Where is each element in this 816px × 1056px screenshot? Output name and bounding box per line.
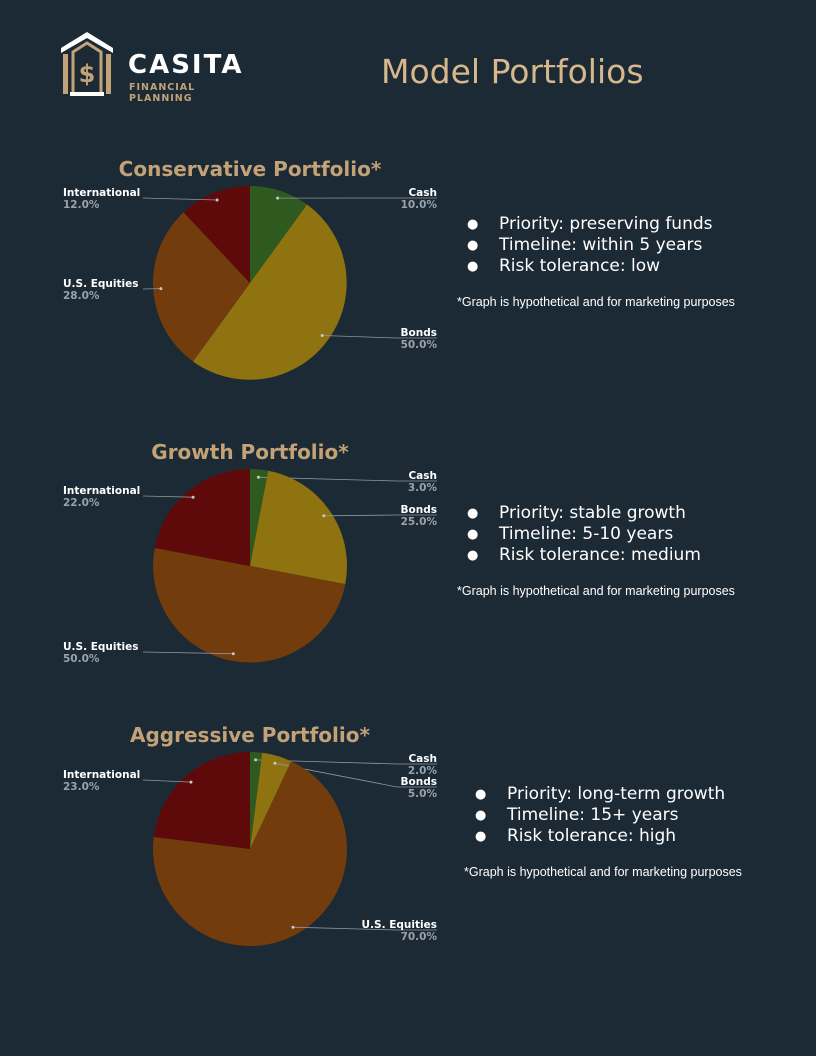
bullet-item: Priority: long-term growth: [473, 784, 725, 805]
disclaimer-text: *Graph is hypothetical and for marketing…: [457, 295, 735, 309]
bullet-item: Timeline: within 5 years: [465, 235, 713, 256]
conservative-chart: Conservative Portfolio* Cash 10.0% Bonds 50.…: [0, 150, 460, 400]
slice-label-bonds: Bonds: [401, 776, 437, 788]
pie-slice-international: [154, 469, 250, 566]
slice-value-cash: 3.0%: [408, 482, 438, 494]
aggressive-bullets: Priority: long-term growth Timeline: 15+…: [473, 784, 725, 847]
bullet-item: Priority: preserving funds: [465, 214, 713, 235]
slice-value-u-s-equities: 70.0%: [401, 931, 438, 943]
bullet-item: Risk tolerance: low: [465, 256, 713, 277]
conservative-bullets: Priority: preserving funds Timeline: wit…: [465, 214, 713, 277]
leader-dot: [191, 495, 195, 499]
leader-dot: [254, 758, 258, 762]
leader-dot: [273, 761, 277, 765]
slice-label-cash: Cash: [408, 187, 437, 199]
leader-line: [274, 762, 437, 788]
leader-dot: [291, 925, 295, 929]
leader-dot: [231, 652, 235, 656]
pie-slice-cash: [250, 186, 308, 283]
leader-line: [258, 476, 437, 482]
leader-line: [142, 495, 194, 498]
slice-value-cash: 2.0%: [408, 765, 438, 777]
leader-line: [142, 197, 218, 201]
slice-value-u-s-equities: 28.0%: [63, 290, 100, 302]
slice-label-international: International: [63, 485, 140, 497]
slice-label-u-s-equities: U.S. Equities: [362, 919, 437, 931]
slice-value-bonds: 50.0%: [401, 339, 438, 351]
slice-label-bonds: Bonds: [401, 504, 437, 516]
bullet-item: Risk tolerance: high: [473, 826, 725, 847]
chart-title: Conservative Portfolio*: [119, 157, 382, 181]
disclaimer-text: *Graph is hypothetical and for marketing…: [464, 865, 742, 879]
slice-label-u-s-equities: U.S. Equities: [63, 278, 138, 290]
pie-slice-bonds: [192, 204, 347, 380]
bullet-item: Timeline: 15+ years: [473, 805, 725, 826]
aggressive-chart: Aggressive Portfolio* Cash 2.0% Bonds 5.0% U.…: [0, 716, 460, 966]
slice-value-international: 22.0%: [63, 497, 100, 509]
slice-label-cash: Cash: [408, 753, 437, 765]
leader-line: [322, 335, 437, 339]
leader-dot: [159, 287, 163, 291]
pie-slice-cash: [250, 752, 263, 849]
leader-line: [255, 759, 437, 765]
pie-slice-u-s-equities: [153, 547, 346, 663]
bullet-item: Priority: stable growth: [465, 503, 701, 524]
leader-dot: [320, 334, 324, 337]
slice-label-international: International: [63, 187, 140, 199]
brand-tagline: FINANCIAL PLANNING: [129, 82, 196, 104]
leader-line: [142, 779, 192, 783]
slice-value-u-s-equities: 50.0%: [63, 653, 100, 665]
slice-value-bonds: 25.0%: [401, 516, 438, 528]
growth-chart: Growth Portfolio* Cash 3.0% Bonds 25.0% U.S. …: [0, 433, 460, 683]
bullet-item: Timeline: 5-10 years: [465, 524, 701, 545]
chart-title: Growth Portfolio*: [151, 440, 349, 464]
leader-dot: [276, 196, 280, 200]
disclaimer-text: *Graph is hypothetical and for marketing…: [457, 584, 735, 598]
pie-slice-international: [153, 752, 250, 849]
svg-text:$: $: [79, 60, 96, 88]
growth-bullets: Priority: stable growth Timeline: 5-10 y…: [465, 503, 701, 566]
leader-line: [142, 651, 234, 655]
slice-label-bonds: Bonds: [401, 327, 437, 339]
slice-value-cash: 10.0%: [401, 199, 438, 211]
brand-name: CASITA: [128, 50, 244, 80]
pie-slice-bonds: [250, 470, 347, 585]
house-dollar-icon: $: [61, 32, 113, 96]
leader-dot: [189, 780, 193, 784]
leader-dot: [322, 514, 326, 518]
casita-logo: $ CASITA FINANCIAL PLANNING: [60, 30, 260, 104]
pie-slice-bonds: [250, 752, 292, 849]
slice-value-international: 23.0%: [63, 781, 100, 793]
pie-slice-u-s-equities: [152, 761, 347, 946]
leader-line: [292, 926, 437, 931]
slice-label-cash: Cash: [408, 470, 437, 482]
pie-slice-u-s-equities: [153, 212, 250, 362]
leader-dot: [215, 198, 219, 202]
leader-dot: [256, 475, 260, 479]
leader-line: [323, 514, 437, 517]
chart-title: Aggressive Portfolio*: [130, 723, 370, 747]
pie-slice-cash: [250, 469, 269, 566]
slice-value-bonds: 5.0%: [408, 788, 438, 800]
slice-value-international: 12.0%: [63, 199, 100, 211]
page-title: Model Portfolios: [381, 52, 644, 91]
pie-slice-international: [183, 186, 250, 283]
slice-label-u-s-equities: U.S. Equities: [63, 641, 138, 653]
slice-label-international: International: [63, 769, 140, 781]
bullet-item: Risk tolerance: medium: [465, 545, 701, 566]
